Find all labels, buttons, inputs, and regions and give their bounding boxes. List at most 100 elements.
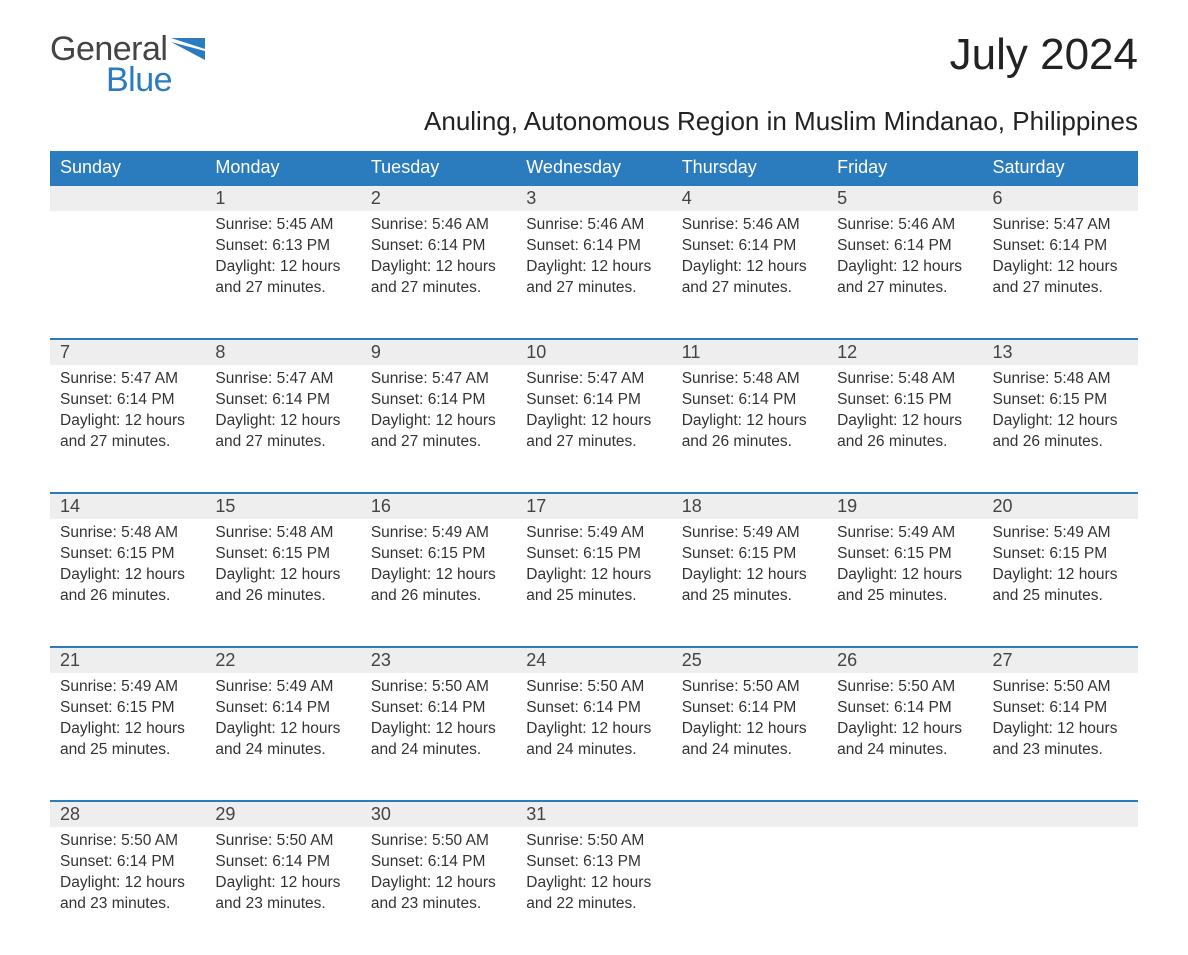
day-number-cell: 12 (827, 339, 982, 365)
daylight-text-2: and 25 minutes. (682, 586, 817, 607)
day-content-cell: Sunrise: 5:50 AMSunset: 6:14 PMDaylight:… (205, 827, 360, 955)
day-content-cell: Sunrise: 5:49 AMSunset: 6:15 PMDaylight:… (361, 519, 516, 647)
daylight-text-2: and 26 minutes. (993, 432, 1128, 453)
sunset-text: Sunset: 6:15 PM (60, 698, 195, 719)
sunset-text: Sunset: 6:14 PM (371, 852, 506, 873)
sunset-text: Sunset: 6:14 PM (993, 698, 1128, 719)
sunset-text: Sunset: 6:14 PM (526, 390, 661, 411)
day-content-cell: Sunrise: 5:49 AMSunset: 6:15 PMDaylight:… (672, 519, 827, 647)
sunrise-text: Sunrise: 5:48 AM (837, 369, 972, 390)
daylight-text-2: and 26 minutes. (371, 586, 506, 607)
daylight-text-2: and 23 minutes. (60, 894, 195, 915)
daylight-text-1: Daylight: 12 hours (215, 719, 350, 740)
day-content-cell: Sunrise: 5:46 AMSunset: 6:14 PMDaylight:… (672, 211, 827, 339)
daylight-text-1: Daylight: 12 hours (526, 565, 661, 586)
day-content-cell: Sunrise: 5:48 AMSunset: 6:15 PMDaylight:… (205, 519, 360, 647)
day-content-row: Sunrise: 5:45 AMSunset: 6:13 PMDaylight:… (50, 211, 1138, 339)
day-number-cell: 30 (361, 801, 516, 827)
daylight-text-1: Daylight: 12 hours (682, 719, 817, 740)
sunset-text: Sunset: 6:13 PM (526, 852, 661, 873)
sunset-text: Sunset: 6:14 PM (371, 698, 506, 719)
daylight-text-2: and 25 minutes. (837, 586, 972, 607)
daylight-text-1: Daylight: 12 hours (837, 411, 972, 432)
daylight-text-1: Daylight: 12 hours (837, 257, 972, 278)
day-number-cell: 11 (672, 339, 827, 365)
sunset-text: Sunset: 6:14 PM (60, 390, 195, 411)
daylight-text-2: and 23 minutes. (371, 894, 506, 915)
sunrise-text: Sunrise: 5:50 AM (371, 831, 506, 852)
sunset-text: Sunset: 6:15 PM (371, 544, 506, 565)
day-number-cell: 19 (827, 493, 982, 519)
header: General Blue July 2024 (50, 30, 1138, 100)
daylight-text-1: Daylight: 12 hours (682, 565, 817, 586)
sunrise-text: Sunrise: 5:49 AM (371, 523, 506, 544)
day-content-cell: Sunrise: 5:49 AMSunset: 6:15 PMDaylight:… (50, 673, 205, 801)
sunset-text: Sunset: 6:14 PM (682, 390, 817, 411)
calendar-table: Sunday Monday Tuesday Wednesday Thursday… (50, 151, 1138, 955)
day-number-cell: 14 (50, 493, 205, 519)
sunrise-text: Sunrise: 5:46 AM (526, 215, 661, 236)
day-number-row: 28293031 (50, 801, 1138, 827)
page-title: July 2024 (950, 30, 1138, 80)
day-number-cell: 17 (516, 493, 671, 519)
sunset-text: Sunset: 6:14 PM (215, 852, 350, 873)
daylight-text-1: Daylight: 12 hours (371, 719, 506, 740)
logo: General Blue (50, 30, 205, 100)
sunset-text: Sunset: 6:14 PM (60, 852, 195, 873)
weekday-header: Wednesday (516, 151, 671, 185)
daylight-text-1: Daylight: 12 hours (215, 257, 350, 278)
day-content-cell: Sunrise: 5:50 AMSunset: 6:14 PMDaylight:… (672, 673, 827, 801)
day-number-cell: 9 (361, 339, 516, 365)
day-number-row: 14151617181920 (50, 493, 1138, 519)
sunset-text: Sunset: 6:14 PM (993, 236, 1128, 257)
daylight-text-1: Daylight: 12 hours (837, 565, 972, 586)
day-number-cell: 15 (205, 493, 360, 519)
sunrise-text: Sunrise: 5:48 AM (215, 523, 350, 544)
daylight-text-2: and 24 minutes. (837, 740, 972, 761)
sunrise-text: Sunrise: 5:45 AM (215, 215, 350, 236)
daylight-text-1: Daylight: 12 hours (993, 719, 1128, 740)
weekday-header: Thursday (672, 151, 827, 185)
day-number-row: 78910111213 (50, 339, 1138, 365)
day-content-cell: Sunrise: 5:45 AMSunset: 6:13 PMDaylight:… (205, 211, 360, 339)
sunrise-text: Sunrise: 5:46 AM (837, 215, 972, 236)
sunrise-text: Sunrise: 5:48 AM (993, 369, 1128, 390)
daylight-text-1: Daylight: 12 hours (60, 411, 195, 432)
sunrise-text: Sunrise: 5:50 AM (60, 831, 195, 852)
day-content-cell: Sunrise: 5:49 AMSunset: 6:14 PMDaylight:… (205, 673, 360, 801)
day-number-cell: 24 (516, 647, 671, 673)
daylight-text-2: and 27 minutes. (371, 432, 506, 453)
day-number-cell: 25 (672, 647, 827, 673)
sunrise-text: Sunrise: 5:46 AM (371, 215, 506, 236)
daylight-text-1: Daylight: 12 hours (837, 719, 972, 740)
weekday-header: Tuesday (361, 151, 516, 185)
daylight-text-1: Daylight: 12 hours (526, 257, 661, 278)
sunset-text: Sunset: 6:14 PM (682, 236, 817, 257)
day-number-cell: 21 (50, 647, 205, 673)
sunrise-text: Sunrise: 5:49 AM (215, 677, 350, 698)
sunrise-text: Sunrise: 5:47 AM (526, 369, 661, 390)
daylight-text-2: and 26 minutes. (215, 586, 350, 607)
sunset-text: Sunset: 6:14 PM (526, 236, 661, 257)
sunrise-text: Sunrise: 5:46 AM (682, 215, 817, 236)
day-content-row: Sunrise: 5:48 AM Sunset: 6:15 PM Daylight:… (50, 519, 1138, 647)
daylight-text-2: and 27 minutes. (371, 278, 506, 299)
weekday-header: Friday (827, 151, 982, 185)
day-number-cell (983, 801, 1138, 827)
day-content-cell: Sunrise: 5:48 AMSunset: 6:15 PMDaylight:… (983, 365, 1138, 493)
daylight-text-1: Daylight: 12 hours (526, 873, 661, 894)
day-content-row: Sunrise: 5:50 AMSunset: 6:14 PMDaylight:… (50, 827, 1138, 955)
day-number-cell: 23 (361, 647, 516, 673)
sunset-text: Sunset: 6:14 PM (371, 236, 506, 257)
sunset-text: Sunset: 6:14 PM (837, 698, 972, 719)
daylight-text-1: Daylight: 12 hours (993, 411, 1128, 432)
day-number-cell (827, 801, 982, 827)
day-content-cell (50, 211, 205, 339)
sunset-text: Sunset: 6:13 PM (215, 236, 350, 257)
daylight-text-1: Daylight: 12 hours (371, 873, 506, 894)
day-content-cell: Sunrise: 5:49 AMSunset: 6:15 PMDaylight:… (516, 519, 671, 647)
day-number-cell: 22 (205, 647, 360, 673)
daylight-text-2: and 26 minutes. (682, 432, 817, 453)
daylight-text-2: and 22 minutes. (526, 894, 661, 915)
day-content-cell: Sunrise: 5:48 AMSunset: 6:15 PMDaylight:… (827, 365, 982, 493)
